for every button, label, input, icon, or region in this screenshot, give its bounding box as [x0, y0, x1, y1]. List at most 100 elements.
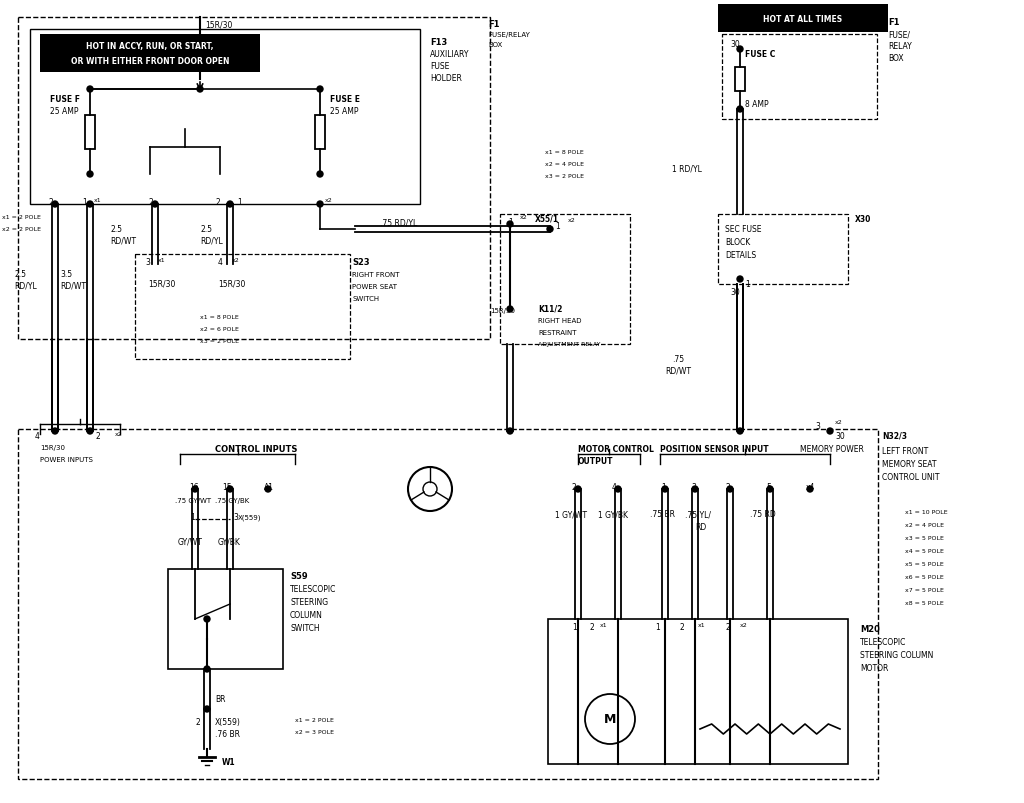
Text: N32/3: N32/3: [882, 431, 907, 441]
Bar: [548, 619, 848, 764]
Text: FUSE: FUSE: [430, 62, 450, 71]
Text: x1 = 2 POLE: x1 = 2 POLE: [295, 717, 334, 722]
Text: FUSE/: FUSE/: [888, 30, 910, 39]
Text: M20: M20: [860, 624, 880, 634]
Bar: [30, 30, 420, 205]
Text: RESTRAINT: RESTRAINT: [538, 329, 577, 336]
Text: x1: x1: [698, 622, 706, 627]
Text: 4: 4: [35, 431, 40, 441]
Text: S59: S59: [290, 571, 307, 581]
Text: x2 = 2 POLE: x2 = 2 POLE: [2, 226, 41, 232]
Text: MEMORY POWER: MEMORY POWER: [800, 444, 864, 454]
Text: OUTPUT: OUTPUT: [578, 456, 613, 466]
Text: 30: 30: [730, 40, 739, 49]
Text: 1: 1: [190, 512, 195, 521]
Text: x3 = 2 POLE: x3 = 2 POLE: [545, 173, 584, 179]
Circle shape: [827, 429, 833, 434]
Circle shape: [615, 487, 621, 492]
Text: 1 RD/YL: 1 RD/YL: [672, 165, 701, 173]
Circle shape: [193, 487, 198, 492]
Text: TELESCOPIC: TELESCOPIC: [860, 638, 906, 646]
Circle shape: [52, 202, 58, 208]
Text: 1: 1: [555, 222, 560, 230]
Text: BLOCK: BLOCK: [725, 238, 751, 247]
Text: x6 = 5 POLE: x6 = 5 POLE: [905, 574, 944, 579]
Text: TELESCOPIC: TELESCOPIC: [290, 585, 336, 593]
Text: 2: 2: [195, 717, 200, 726]
Text: 1: 1: [508, 218, 513, 226]
Text: x1 = 8 POLE: x1 = 8 POLE: [545, 150, 584, 155]
Text: X55/1: X55/1: [535, 214, 559, 224]
Text: 2: 2: [590, 622, 595, 631]
Circle shape: [737, 277, 743, 283]
Text: x5 = 5 POLE: x5 = 5 POLE: [905, 561, 944, 566]
Text: 16: 16: [189, 483, 199, 491]
Text: 25 AMP: 25 AMP: [50, 107, 79, 116]
Circle shape: [807, 487, 813, 492]
Text: HOLDER: HOLDER: [430, 74, 462, 83]
Circle shape: [152, 202, 158, 208]
Text: 15R/30: 15R/30: [40, 444, 65, 450]
Circle shape: [575, 487, 581, 492]
Text: x1: x1: [94, 198, 101, 202]
Text: OR WITH EITHER FRONT DOOR OPEN: OR WITH EITHER FRONT DOOR OPEN: [71, 58, 229, 67]
Text: 30: 30: [730, 287, 739, 296]
Text: RIGHT FRONT: RIGHT FRONT: [352, 271, 399, 278]
Text: .75 YL/: .75 YL/: [685, 509, 711, 519]
Bar: [722, 35, 877, 120]
Text: A1: A1: [264, 483, 274, 491]
Text: 2: 2: [148, 198, 153, 206]
Text: x2 = 3 POLE: x2 = 3 POLE: [295, 729, 334, 734]
Text: HOT IN ACCY, RUN, OR START,: HOT IN ACCY, RUN, OR START,: [86, 43, 214, 51]
Text: F13: F13: [430, 38, 447, 47]
Text: 4: 4: [612, 483, 616, 491]
Text: x2: x2: [115, 431, 123, 437]
Text: 3: 3: [815, 422, 820, 430]
Text: W1: W1: [222, 757, 236, 766]
Text: FUSE F: FUSE F: [50, 95, 80, 104]
Text: SEC FUSE: SEC FUSE: [725, 225, 762, 234]
Text: F1: F1: [488, 20, 500, 29]
Circle shape: [317, 202, 323, 208]
Text: 15: 15: [222, 483, 231, 491]
Text: MEMORY SEAT: MEMORY SEAT: [882, 459, 937, 468]
Text: 1: 1: [662, 483, 666, 491]
Text: RD/WT: RD/WT: [665, 366, 691, 376]
Text: 2: 2: [726, 483, 731, 491]
Text: COLUMN: COLUMN: [290, 610, 323, 619]
Text: 30: 30: [835, 431, 845, 441]
Text: .75 GY/BK: .75 GY/BK: [215, 497, 249, 503]
Circle shape: [227, 487, 233, 492]
Text: 2: 2: [48, 198, 53, 206]
Text: 3: 3: [233, 512, 238, 521]
Bar: [40, 35, 260, 73]
Text: x2: x2: [835, 419, 843, 425]
Text: .75 GY/WT: .75 GY/WT: [175, 497, 211, 503]
Circle shape: [737, 47, 743, 53]
Circle shape: [204, 616, 210, 622]
Text: K11/2: K11/2: [538, 304, 562, 314]
Text: CONTROL UNIT: CONTROL UNIT: [882, 472, 939, 482]
Circle shape: [204, 706, 210, 712]
Circle shape: [507, 429, 513, 434]
Text: x2: x2: [740, 622, 748, 627]
Text: S23: S23: [352, 258, 370, 267]
Text: .75: .75: [672, 355, 684, 364]
Text: 15R/30: 15R/30: [148, 279, 175, 288]
Circle shape: [737, 429, 743, 434]
Text: STEERING: STEERING: [290, 597, 328, 606]
Text: x2 = 6 POLE: x2 = 6 POLE: [200, 327, 239, 332]
Bar: [718, 5, 888, 33]
Text: POWER INPUTS: POWER INPUTS: [40, 456, 93, 463]
Text: 2: 2: [725, 622, 730, 631]
Text: HOT AT ALL TIMES: HOT AT ALL TIMES: [764, 14, 843, 23]
Text: STEERING COLUMN: STEERING COLUMN: [860, 650, 933, 659]
Circle shape: [87, 172, 93, 177]
Text: DETAILS: DETAILS: [725, 251, 756, 259]
Text: 1: 1: [572, 622, 577, 631]
Text: FUSE E: FUSE E: [330, 95, 360, 104]
Text: SWITCH: SWITCH: [352, 296, 379, 302]
Text: BOX: BOX: [488, 42, 502, 48]
Text: 15R/30: 15R/30: [218, 279, 246, 288]
Text: x2: x2: [520, 214, 527, 220]
